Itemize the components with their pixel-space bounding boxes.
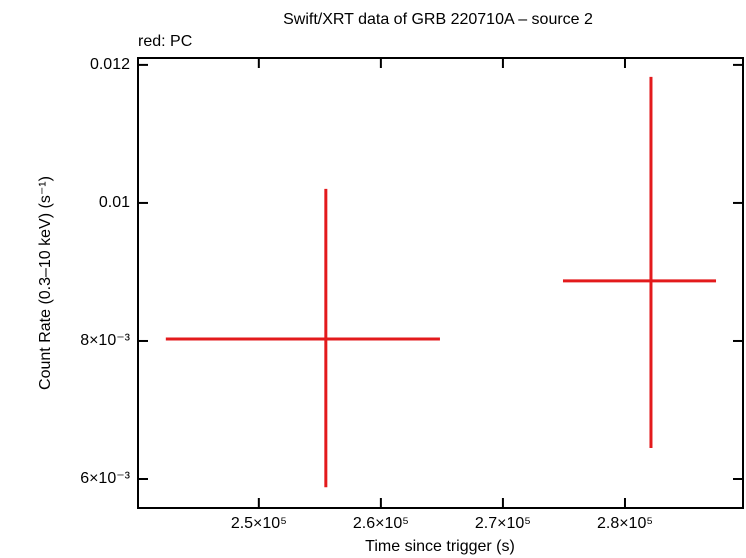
plot-frame [137, 57, 744, 509]
x-axis-label: Time since trigger (s) [365, 538, 515, 555]
y-tick-label: 0.012 [90, 56, 130, 73]
y-tick-label: 6×10⁻³ [80, 470, 130, 487]
x-tick-label: 2.5×10⁵ [231, 515, 287, 532]
y-tick-label: 0.01 [99, 194, 130, 211]
annotation: red: PC [138, 33, 192, 50]
x-tick-label: 2.7×10⁵ [475, 515, 531, 532]
chart-title: Swift/XRT data of GRB 220710A – source 2 [283, 11, 593, 28]
y-axis-label: Count Rate (0.3–10 keV) (s⁻¹) [37, 176, 54, 390]
x-tick-label: 2.6×10⁵ [353, 515, 409, 532]
x-tick-label: 2.8×10⁵ [597, 515, 653, 532]
y-tick-label: 8×10⁻³ [80, 332, 130, 349]
